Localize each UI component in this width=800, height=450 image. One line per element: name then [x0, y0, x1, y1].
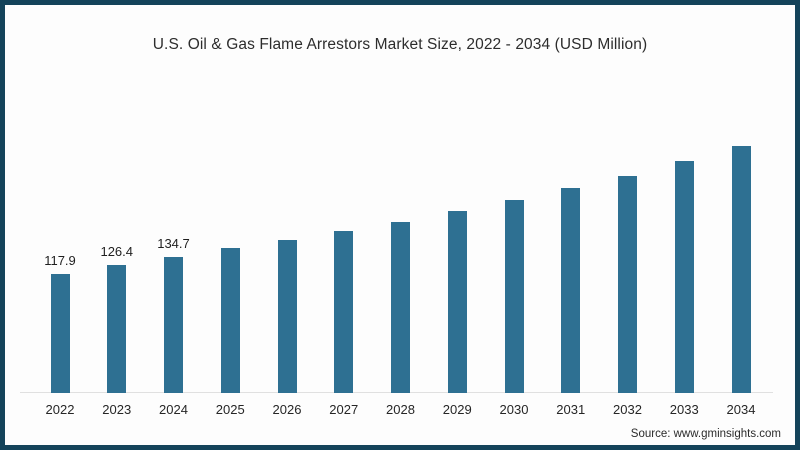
x-tick-label-2027: 2027 — [329, 402, 359, 417]
x-tick-label-2033: 2033 — [669, 402, 699, 417]
chart-title: U.S. Oil & Gas Flame Arrestors Market Si… — [152, 36, 648, 53]
bar-group-2026 — [259, 240, 315, 393]
bar-2025 — [220, 248, 240, 393]
bar-group-2033 — [656, 161, 712, 393]
bar-value-label-2023: 126.4 — [100, 244, 134, 259]
bar-2026 — [277, 240, 297, 393]
x-tick-label-2034: 2034 — [726, 402, 756, 417]
x-tick-label-2025: 2025 — [215, 402, 245, 417]
x-tick-label-2031: 2031 — [556, 402, 586, 417]
bar-2031 — [561, 188, 581, 393]
bar-2033 — [674, 161, 694, 393]
bar-2032 — [618, 176, 637, 393]
bar-group-2024: 134.7 — [146, 236, 202, 393]
x-tick-label-2030: 2030 — [499, 402, 529, 417]
bar-group-2028 — [373, 222, 429, 393]
bar-group-2032 — [600, 176, 656, 393]
bar-2022 — [50, 274, 70, 393]
source-credit: Source: www.gminsights.com — [630, 428, 781, 440]
bar-2027 — [334, 231, 354, 393]
bar-value-label-2024: 134.7 — [157, 236, 190, 251]
bar-value-label-2022: 117.9 — [44, 253, 76, 268]
x-tick-label-2026: 2026 — [272, 402, 302, 417]
bar-group-2029 — [429, 211, 485, 393]
bar-group-2030 — [486, 200, 542, 393]
bar-group-2022: 117.9 — [32, 253, 88, 393]
bar-2024 — [164, 257, 183, 393]
bar-2034 — [731, 146, 751, 393]
bar-2028 — [391, 222, 410, 393]
bar-2030 — [504, 200, 524, 393]
bar-2029 — [447, 211, 467, 393]
bar-group-2031 — [543, 188, 599, 393]
bar-2023 — [107, 265, 127, 393]
x-tick-label-2023: 2023 — [102, 402, 132, 417]
x-tick-label-2029: 2029 — [442, 402, 472, 417]
x-tick-label-2022: 2022 — [45, 402, 75, 417]
bar-group-2034 — [713, 146, 769, 393]
x-tick-label-2024: 2024 — [159, 402, 188, 417]
x-tick-label-2028: 2028 — [386, 402, 415, 417]
bar-group-2027 — [316, 231, 372, 393]
bar-group-2023: 126.4 — [89, 244, 145, 393]
bar-group-2025 — [202, 248, 258, 393]
plot-area: 117.9 2022 126.4 2023 134.7 2024 2025 2026 2027 2… — [5, 5, 795, 445]
x-tick-label-2032: 2032 — [613, 402, 642, 417]
